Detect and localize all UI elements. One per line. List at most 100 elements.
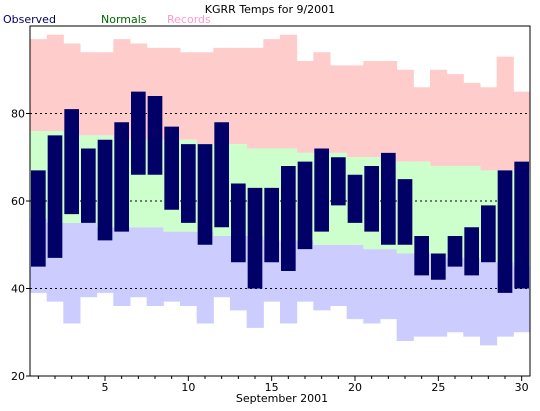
record-low-band-day-28 — [480, 262, 498, 346]
observed-bar-day-16 — [281, 166, 296, 271]
normal-band-day-24 — [413, 161, 431, 254]
observed-bar-day-29 — [497, 170, 513, 293]
y-tick-label-20: 20 — [11, 370, 25, 383]
record-high-band-day-10 — [180, 52, 198, 140]
record-high-band-day-1 — [30, 39, 48, 131]
x-tick-label-15: 15 — [265, 381, 279, 394]
record-high-band-day-17 — [296, 61, 314, 153]
record-high-band-day-2 — [46, 34, 64, 131]
record-low-band-day-27 — [463, 257, 481, 337]
gridlines — [30, 113, 530, 289]
record-low-band-day-3 — [63, 222, 81, 324]
observed-bar-day-26 — [447, 236, 463, 267]
observed-bar-day-25 — [431, 253, 446, 280]
record-high-band-day-9 — [163, 47, 181, 140]
record-high-band-day-24 — [413, 87, 431, 162]
observed-bar-day-8 — [147, 96, 163, 175]
record-low-band-day-9 — [163, 231, 181, 302]
observed-bar-day-28 — [481, 205, 496, 263]
normal-band-day-25 — [430, 166, 448, 254]
observed-bar-day-13 — [231, 183, 246, 263]
y-tick-label-80: 80 — [11, 108, 25, 121]
record-high-band-day-12 — [213, 47, 231, 145]
x-axis-label: September 2001 — [236, 392, 328, 405]
observed-bar-day-2 — [47, 135, 63, 258]
legend-records: Records — [167, 13, 211, 26]
observed-bar-day-6 — [114, 122, 129, 232]
y-tick-label-40: 40 — [11, 283, 25, 296]
record-high-band-day-30 — [513, 91, 531, 171]
legend-observed: Observed — [3, 13, 56, 26]
record-high-band-day-5 — [96, 52, 114, 136]
record-low-band-day-6 — [113, 227, 131, 306]
records-band — [30, 34, 531, 346]
observed-bar-day-3 — [64, 109, 79, 215]
legend-normals: Normals — [101, 13, 147, 26]
record-high-band-day-28 — [480, 87, 498, 171]
observed-bar-day-15 — [264, 187, 279, 263]
x-tick-label-5: 5 — [102, 381, 109, 394]
record-low-band-day-21 — [363, 249, 381, 324]
axes: 5 10 15 20 25 30 20 40 60 80 — [11, 25, 531, 394]
observed-bar-day-17 — [297, 161, 313, 250]
x-tick-label-25: 25 — [431, 381, 445, 394]
record-high-band-day-6 — [113, 39, 131, 140]
record-high-band-day-20 — [346, 65, 364, 158]
x-tick-label-10: 10 — [181, 381, 195, 394]
record-low-band-day-4 — [80, 222, 98, 298]
record-high-band-day-11 — [196, 52, 214, 145]
observed-bar-day-23 — [397, 179, 413, 245]
observed-bar-day-21 — [364, 166, 379, 232]
observed-bar-day-20 — [347, 174, 363, 223]
record-low-band-day-10 — [180, 231, 198, 306]
record-high-band-day-25 — [430, 69, 448, 166]
record-high-band-day-21 — [363, 61, 381, 158]
record-low-band-day-11 — [196, 231, 214, 324]
observed-bar-day-1 — [31, 170, 46, 267]
record-high-band-day-13 — [230, 47, 248, 145]
observed-bar-day-11 — [197, 144, 213, 245]
normal-band-day-26 — [446, 166, 464, 258]
observed-bar-day-14 — [247, 187, 263, 289]
observed-bar-day-24 — [414, 236, 429, 276]
observed-bar-day-27 — [464, 227, 479, 276]
observed-bars — [31, 91, 529, 293]
record-low-band-day-5 — [96, 227, 114, 293]
record-high-band-day-23 — [396, 69, 414, 162]
observed-bar-day-7 — [131, 91, 146, 175]
record-high-band-day-18 — [313, 52, 331, 153]
observed-bar-day-30 — [514, 161, 529, 289]
record-low-band-day-20 — [346, 244, 364, 320]
x-tick-label-30: 30 — [515, 381, 529, 394]
record-low-band-day-7 — [130, 227, 148, 298]
observed-bar-day-19 — [331, 157, 346, 206]
record-low-band-day-22 — [380, 249, 398, 320]
record-high-band-day-22 — [380, 61, 398, 162]
observed-bar-day-4 — [81, 148, 96, 223]
record-high-band-day-16 — [280, 34, 298, 149]
x-tick-label-20: 20 — [348, 381, 362, 394]
record-low-band-day-26 — [446, 257, 464, 333]
record-low-band-day-18 — [313, 244, 331, 311]
record-high-band-day-14 — [246, 47, 264, 149]
record-high-band-day-27 — [463, 82, 481, 166]
observed-bar-day-9 — [164, 126, 179, 210]
y-tick-label-60: 60 — [11, 195, 25, 208]
observed-bar-day-22 — [381, 152, 396, 245]
record-high-band-day-26 — [446, 74, 464, 166]
record-low-band-day-12 — [213, 236, 231, 298]
record-high-band-day-15 — [263, 39, 281, 149]
record-low-band-day-23 — [396, 253, 414, 341]
observed-bar-day-18 — [314, 148, 329, 232]
observed-bar-day-12 — [214, 122, 229, 228]
record-high-band-day-4 — [80, 52, 98, 136]
observed-bar-day-5 — [97, 139, 113, 241]
chart-title: KGRR Temps for 9/2001 — [205, 3, 335, 16]
record-low-band-day-8 — [146, 227, 164, 306]
record-low-band-day-19 — [330, 244, 348, 306]
record-low-band-day-17 — [296, 240, 314, 302]
observed-bar-day-10 — [181, 144, 196, 223]
record-high-band-day-19 — [330, 65, 348, 153]
